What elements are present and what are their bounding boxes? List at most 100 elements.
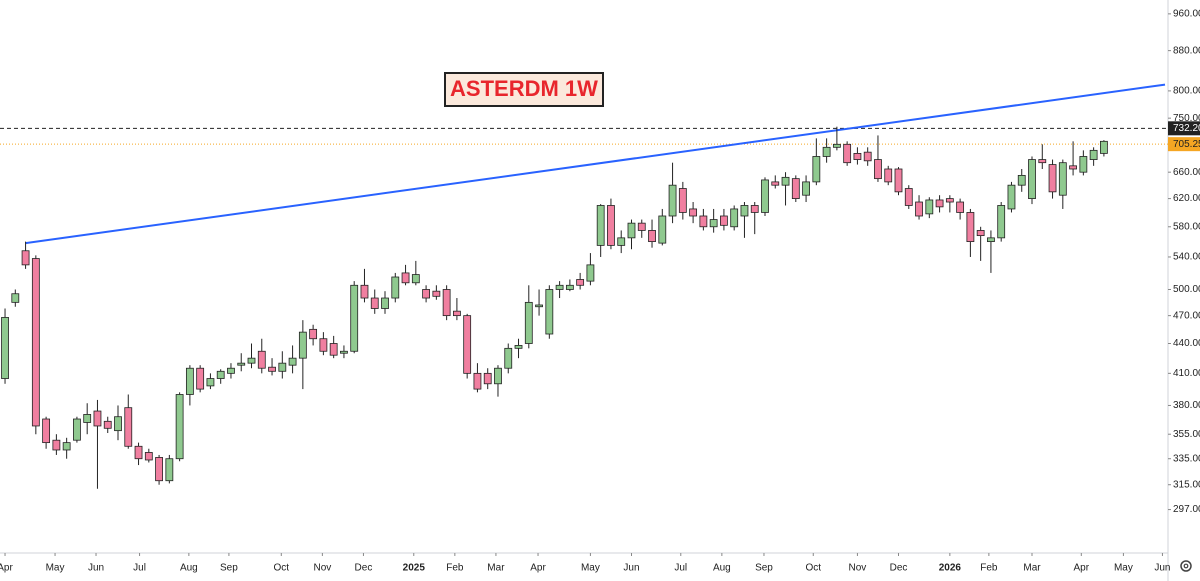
- candle-body: [956, 201, 965, 213]
- candle-body: [11, 293, 20, 303]
- x-tick-label: Sep: [755, 563, 773, 574]
- x-tick-label: Sep: [220, 563, 238, 574]
- chart-title: ASTERDM 1W: [450, 76, 598, 101]
- candle-body: [401, 272, 410, 284]
- candle-body: [175, 394, 184, 460]
- candle-body: [165, 458, 174, 482]
- candle-body: [227, 367, 235, 374]
- y-tick-label: 960.00: [1173, 8, 1200, 19]
- candle-body: [1017, 174, 1026, 186]
- x-tick-label: Jul: [674, 563, 687, 574]
- candle-body: [360, 284, 369, 299]
- y-tick-label: 410.00: [1173, 368, 1200, 379]
- candle-body: [596, 205, 605, 246]
- x-tick-label: Apr: [530, 563, 546, 574]
- y-tick-label: 315.00: [1173, 479, 1200, 490]
- x-tick-label: 2025: [403, 563, 426, 574]
- candle-body: [21, 250, 30, 266]
- x-tick-label: 2026: [939, 563, 962, 574]
- candle-body: [524, 301, 533, 344]
- candle-body: [740, 205, 749, 217]
- x-tick-label: Apr: [1074, 563, 1090, 574]
- candle-body: [812, 156, 821, 183]
- candle-body: [42, 418, 51, 444]
- y-tick-label: 660.00: [1173, 167, 1200, 178]
- candle-body: [853, 152, 862, 160]
- candle-body: [298, 331, 307, 359]
- candle-body: [288, 357, 297, 366]
- y-tick-label: 355.00: [1173, 429, 1200, 440]
- candle-body: [114, 416, 122, 432]
- x-tick-label: Oct: [274, 563, 290, 574]
- candle-body: [144, 452, 153, 461]
- candle-body: [473, 372, 482, 390]
- candle-body: [1028, 159, 1036, 199]
- candle-body: [607, 205, 615, 246]
- candle-body: [617, 237, 626, 246]
- y-tick-label: 800.00: [1173, 86, 1200, 97]
- price-label: 705.25: [1173, 139, 1200, 150]
- candle-body: [1007, 184, 1016, 210]
- y-tick-label: 335.00: [1173, 453, 1200, 464]
- candle-body: [699, 215, 708, 228]
- candle-body: [843, 143, 852, 164]
- x-tick-label: Nov: [849, 563, 867, 574]
- y-tick-label: 580.00: [1173, 221, 1200, 232]
- candle-body: [381, 297, 389, 309]
- candle-body: [411, 274, 420, 284]
- candle-body: [247, 357, 256, 364]
- candle-body: [935, 199, 944, 208]
- candle-body: [83, 414, 92, 423]
- price-label: 732.20: [1173, 123, 1200, 134]
- y-tick-label: 620.00: [1173, 193, 1200, 204]
- gear-ring: [1180, 560, 1192, 572]
- x-tick-label: Feb: [446, 563, 464, 574]
- candle-body: [1089, 149, 1098, 160]
- candle-body: [514, 345, 523, 349]
- candle-body: [586, 264, 595, 282]
- candle-body: [822, 146, 831, 157]
- settings-icon[interactable]: [1180, 560, 1192, 572]
- candle-body: [545, 289, 554, 335]
- x-tick-label: Mar: [1023, 563, 1041, 574]
- candle-body: [134, 445, 143, 460]
- candle-body: [442, 289, 451, 317]
- candle-body: [1048, 164, 1057, 193]
- candle-body: [976, 230, 985, 237]
- candle-body: [453, 310, 461, 317]
- candle-body: [750, 205, 759, 213]
- candle-body: [93, 410, 102, 427]
- candle-body: [720, 215, 728, 226]
- candle-body: [422, 289, 430, 299]
- candle-body: [761, 179, 769, 213]
- x-tick-label: May: [1114, 563, 1133, 574]
- candle-body: [350, 284, 359, 352]
- candle-body: [216, 370, 225, 379]
- candle-body: [309, 328, 318, 340]
- candle-body: [31, 258, 40, 427]
- candle-body: [565, 284, 574, 290]
- candle-body: [781, 176, 790, 186]
- candle-body: [945, 198, 954, 203]
- candle-body: [329, 343, 338, 356]
- candle-body: [319, 338, 328, 352]
- y-tick-label: 540.00: [1173, 252, 1200, 263]
- plot-area: [0, 83, 1168, 489]
- candle-body: [709, 219, 718, 228]
- y-tick-label: 380.00: [1173, 400, 1200, 411]
- x-tick-label: Jun: [88, 563, 104, 574]
- y-tick-label: 297.00: [1173, 504, 1200, 515]
- candle-body: [340, 350, 348, 354]
- candle-body: [966, 212, 975, 243]
- x-tick-label: Jun: [1154, 563, 1170, 574]
- candle-body: [196, 367, 205, 390]
- candle-body: [925, 199, 934, 215]
- x-tick-label: Apr: [0, 563, 13, 574]
- x-tick-label: Aug: [180, 563, 198, 574]
- candle-body: [124, 407, 133, 447]
- x-tick-label: Dec: [890, 563, 908, 574]
- candle-body: [268, 366, 276, 372]
- candle-body: [155, 457, 163, 482]
- y-tick-label: 500.00: [1173, 284, 1200, 295]
